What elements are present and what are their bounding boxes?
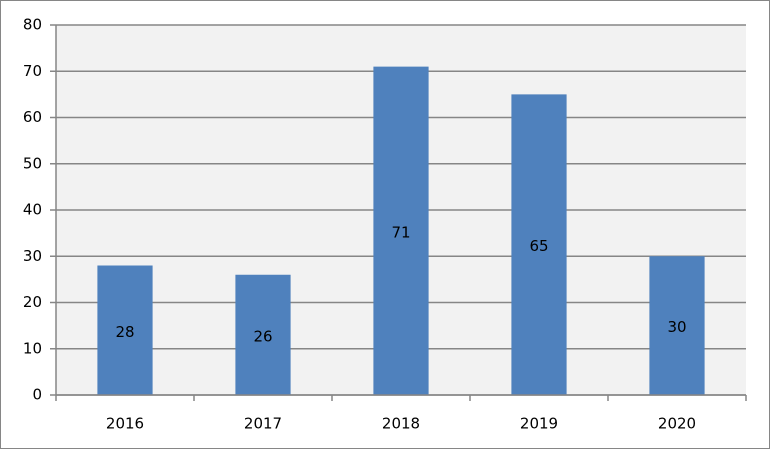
y-tick-label: 30 bbox=[23, 247, 42, 265]
x-tick-label: 2018 bbox=[382, 415, 420, 433]
y-tick-label: 40 bbox=[23, 201, 42, 219]
y-tick-label: 10 bbox=[23, 339, 42, 357]
x-tick-label: 2017 bbox=[244, 415, 282, 433]
x-tick-label: 2020 bbox=[658, 415, 696, 433]
x-tick-label: 2016 bbox=[106, 415, 144, 433]
bar bbox=[97, 265, 153, 395]
y-tick-label: 60 bbox=[23, 108, 42, 126]
bar bbox=[373, 66, 429, 395]
data-label: 65 bbox=[529, 237, 548, 255]
bar bbox=[649, 256, 705, 395]
x-tick-label: 2019 bbox=[520, 415, 558, 433]
y-tick-label: 20 bbox=[23, 293, 42, 311]
data-label: 30 bbox=[667, 318, 686, 336]
y-tick-label: 0 bbox=[32, 386, 42, 404]
y-tick-label: 70 bbox=[23, 62, 42, 80]
data-label: 26 bbox=[253, 327, 272, 345]
data-label: 28 bbox=[115, 323, 134, 341]
bar bbox=[235, 274, 291, 395]
bar bbox=[511, 94, 567, 395]
data-label: 71 bbox=[391, 223, 410, 241]
y-tick-label: 80 bbox=[23, 16, 42, 34]
y-tick-label: 50 bbox=[23, 154, 42, 172]
